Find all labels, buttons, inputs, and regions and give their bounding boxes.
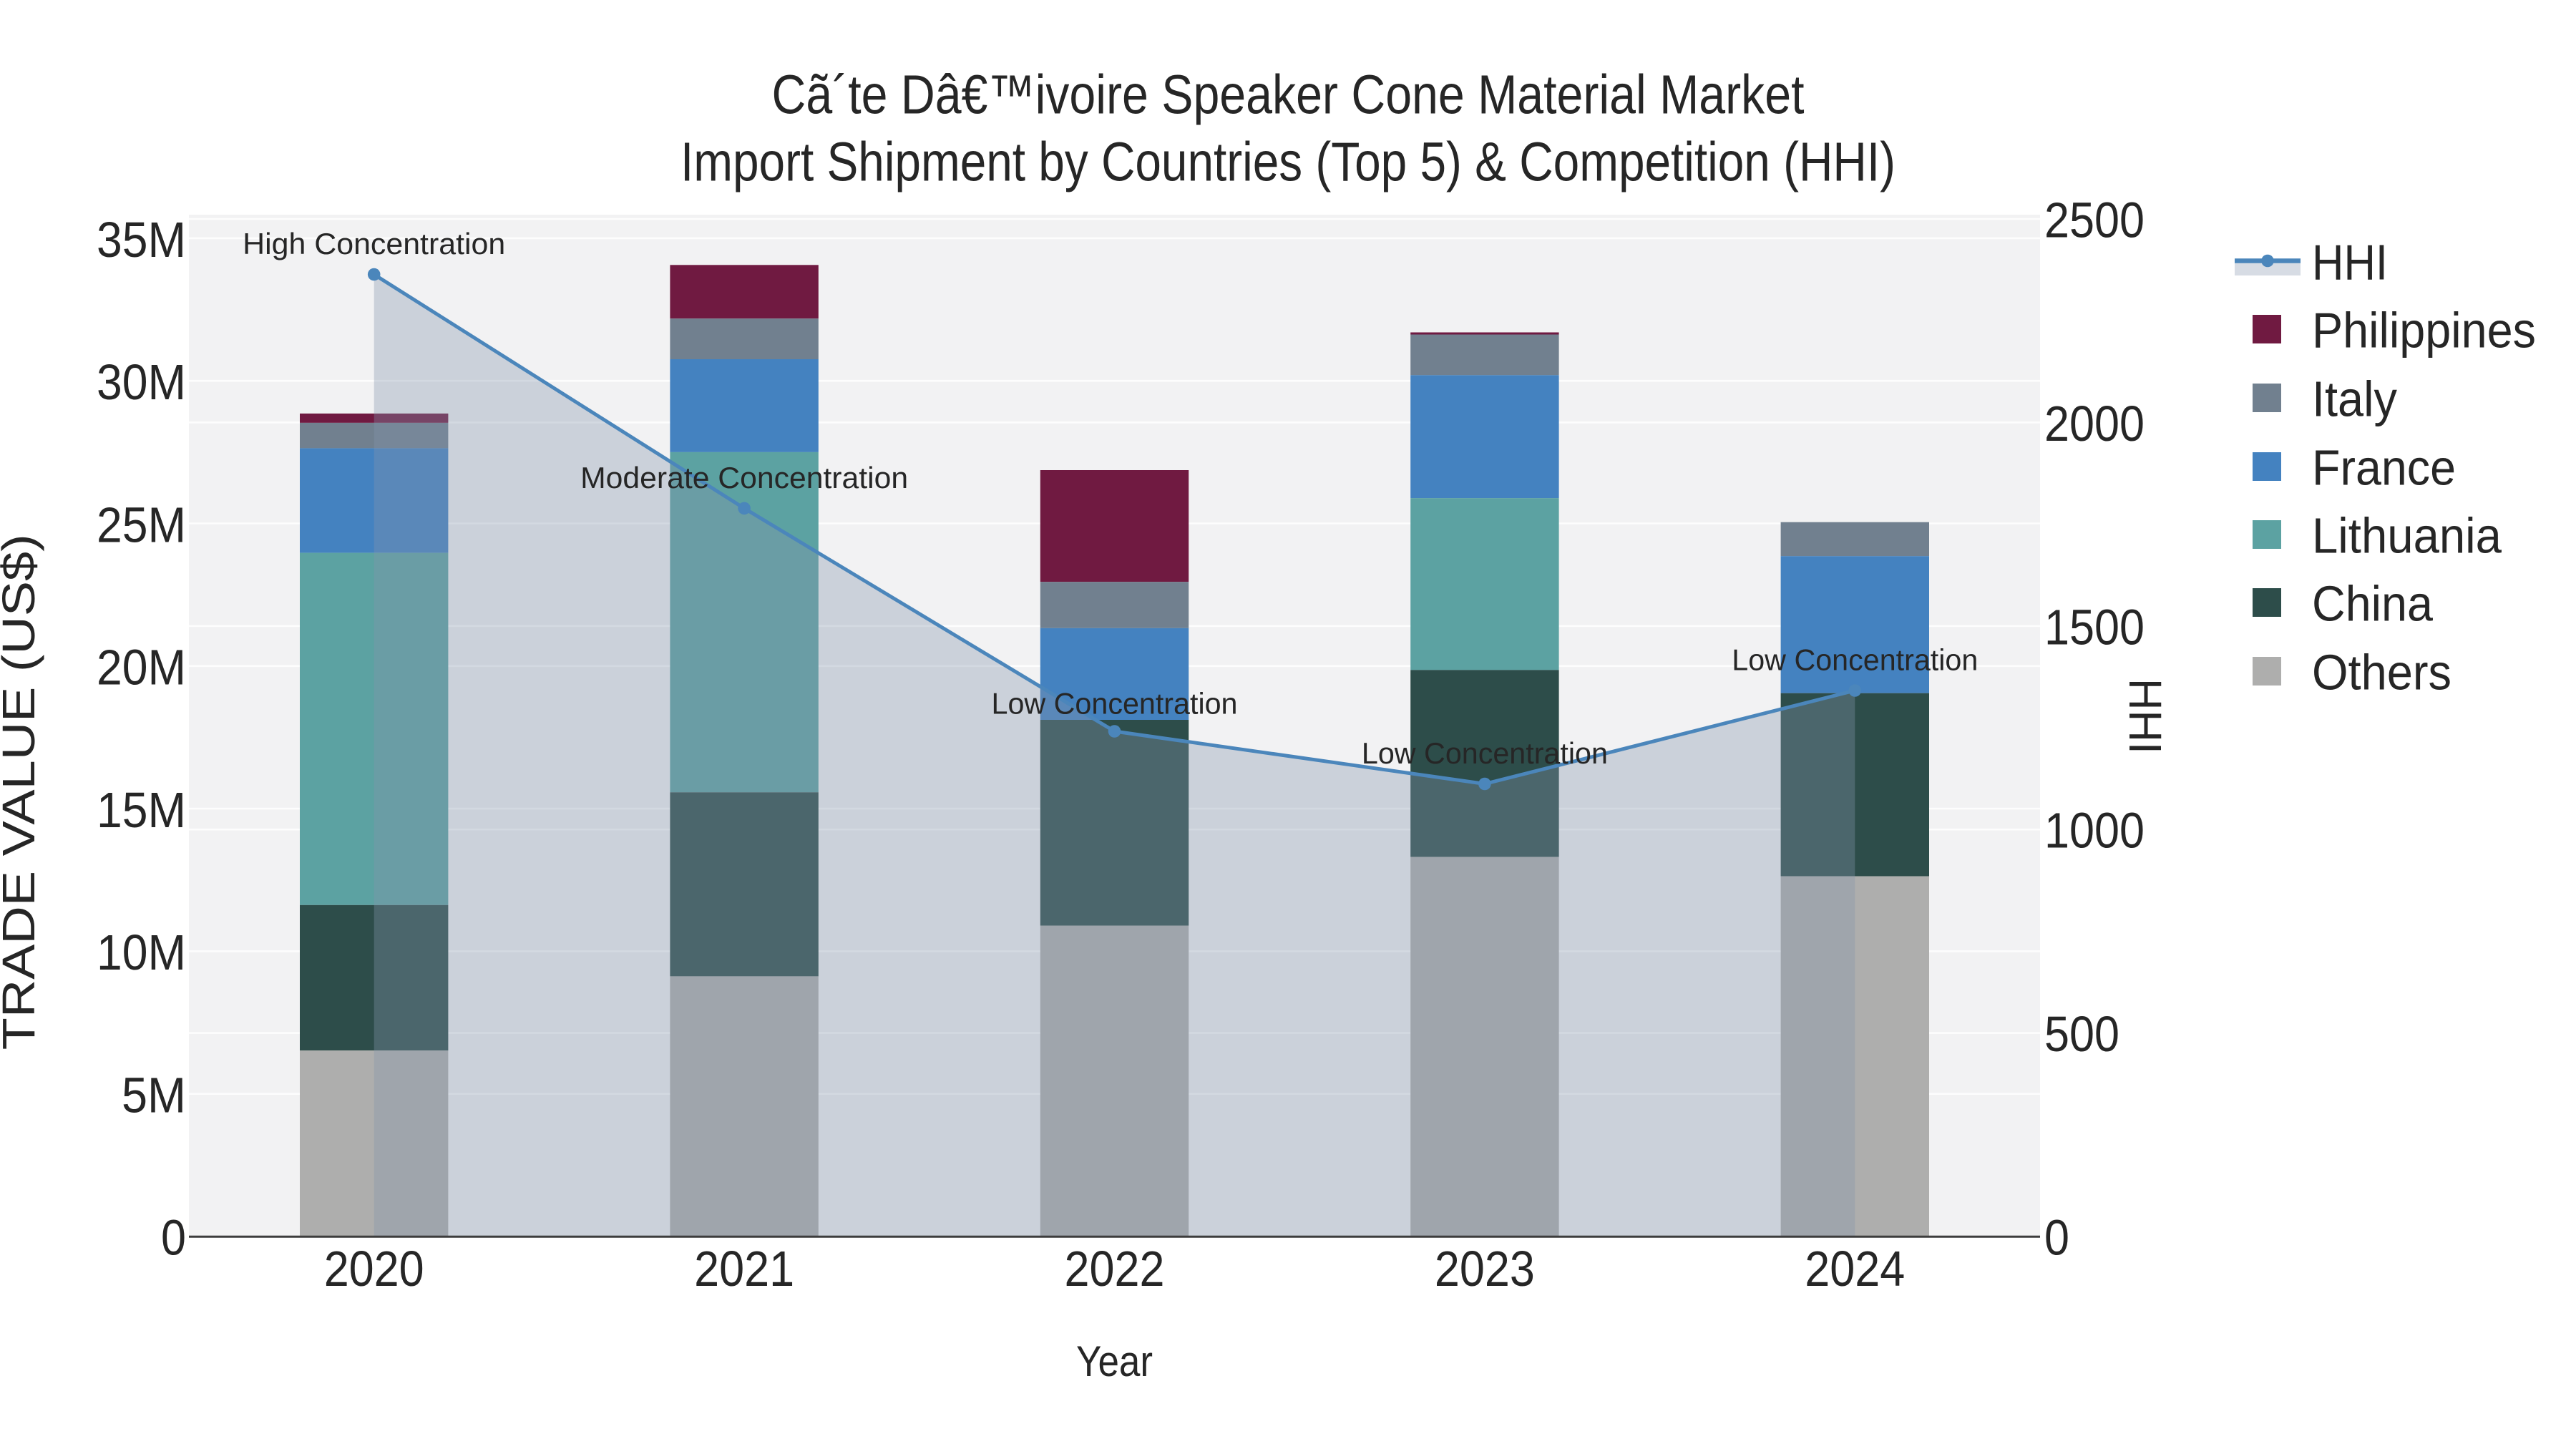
- svg-text:High Concentration: High Concentration: [243, 227, 505, 260]
- svg-text:2023: 2023: [1435, 1241, 1535, 1297]
- svg-text:Moderate Concentration: Moderate Concentration: [580, 461, 908, 494]
- svg-text:30M: 30M: [97, 354, 186, 410]
- svg-text:20M: 20M: [97, 640, 186, 696]
- svg-text:1500: 1500: [2044, 599, 2145, 655]
- svg-text:25M: 25M: [97, 497, 186, 552]
- svg-text:HHI: HHI: [2312, 235, 2388, 291]
- svg-text:15M: 15M: [97, 782, 186, 838]
- svg-text:500: 500: [2044, 1006, 2119, 1062]
- svg-text:2500: 2500: [2044, 192, 2145, 248]
- svg-text:China: China: [2312, 576, 2433, 632]
- svg-text:2022: 2022: [1065, 1241, 1165, 1297]
- svg-text:5M: 5M: [122, 1067, 186, 1123]
- svg-text:Import Shipment by Countries (: Import Shipment by Countries (Top 5) & C…: [680, 132, 1896, 193]
- svg-text:0: 0: [161, 1210, 186, 1266]
- svg-text:Low Concentration: Low Concentration: [1362, 736, 1608, 770]
- svg-text:HHI: HHI: [2119, 678, 2171, 754]
- svg-text:Low Concentration: Low Concentration: [992, 687, 1238, 721]
- svg-text:2020: 2020: [324, 1241, 424, 1297]
- svg-text:Lithuania: Lithuania: [2312, 508, 2502, 564]
- svg-text:1000: 1000: [2044, 803, 2145, 859]
- svg-text:France: France: [2312, 440, 2456, 496]
- svg-text:35M: 35M: [97, 212, 186, 268]
- svg-text:10M: 10M: [97, 924, 186, 980]
- svg-text:Philippines: Philippines: [2312, 303, 2536, 358]
- svg-text:2021: 2021: [694, 1241, 794, 1297]
- svg-text:Low Concentration: Low Concentration: [1732, 643, 1978, 677]
- svg-text:2024: 2024: [1805, 1241, 1905, 1297]
- svg-text:Others: Others: [2312, 645, 2451, 701]
- svg-text:TRADE VALUE (US$): TRADE VALUE (US$): [0, 534, 44, 1050]
- svg-text:0: 0: [2044, 1210, 2069, 1266]
- svg-text:Year: Year: [1076, 1337, 1153, 1385]
- svg-text:2000: 2000: [2044, 396, 2145, 452]
- svg-text:Italy: Italy: [2312, 371, 2397, 427]
- svg-text:Cã´te Dâ€™ivoire Speaker Cone: Cã´te Dâ€™ivoire Speaker Cone Material M…: [772, 64, 1805, 125]
